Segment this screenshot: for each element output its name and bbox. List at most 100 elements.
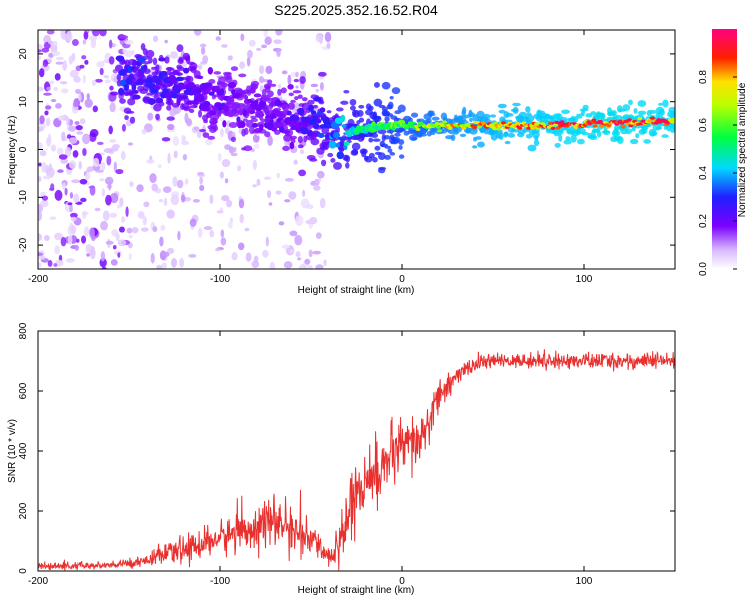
spectrogram-cell bbox=[250, 80, 260, 87]
spectrogram-cell bbox=[280, 87, 287, 94]
spectrogram-cell bbox=[324, 31, 332, 43]
spectrogram-cell bbox=[182, 67, 190, 74]
spectrogram-cell bbox=[315, 88, 320, 93]
spectrogram-cell bbox=[297, 144, 304, 149]
spectrogram-cell bbox=[263, 176, 272, 180]
spectrogram-cell bbox=[162, 251, 170, 257]
snr-x-tick-label: -200 bbox=[28, 576, 48, 587]
spectrogram-cell bbox=[554, 142, 561, 148]
spectrogram-cell bbox=[631, 128, 636, 132]
spectrogram-cell bbox=[307, 129, 313, 137]
spectrogram-cell bbox=[136, 184, 144, 193]
spectrogram-cell bbox=[228, 146, 235, 154]
spectrogram-cell bbox=[244, 227, 250, 232]
spectrogram-cell bbox=[140, 227, 149, 232]
spectrogram-cell bbox=[574, 115, 583, 119]
spectrogram-cell bbox=[123, 83, 130, 92]
spectrogram-cell bbox=[403, 130, 410, 136]
spectrogram-cell bbox=[155, 113, 160, 120]
spectrogram-cell bbox=[384, 116, 390, 122]
spectrogram-cell bbox=[226, 199, 233, 208]
spectrogram-cell bbox=[505, 112, 514, 117]
spectrogram-cell bbox=[227, 55, 233, 61]
spectrogram-cell bbox=[102, 210, 110, 221]
spectrogram-cell bbox=[239, 213, 244, 224]
spectrogram-cell bbox=[116, 73, 122, 81]
spectrogram-cell bbox=[347, 136, 352, 141]
spectrogram-cell bbox=[511, 129, 520, 133]
spectrogram-cell bbox=[176, 179, 184, 189]
spectrogram-cell bbox=[79, 118, 86, 125]
spectrogram-cell bbox=[117, 239, 127, 247]
spectrogram-cell bbox=[158, 57, 166, 62]
spectrogram-cell bbox=[66, 30, 73, 42]
spectrogram-cell bbox=[119, 98, 126, 104]
spectrogram-cell bbox=[38, 49, 42, 53]
spectrogram-y-tick-label: 10 bbox=[18, 96, 29, 108]
spectrogram-y-axis-label: Frequency (Hz) bbox=[7, 116, 18, 185]
spectrogram-cell bbox=[118, 226, 125, 233]
snr-x-tick-label: 0 bbox=[399, 576, 405, 587]
spectrogram-cell bbox=[389, 152, 396, 156]
spectrogram-cell bbox=[391, 87, 401, 95]
spectrogram-cell bbox=[338, 136, 346, 141]
spectrogram-cell bbox=[109, 192, 119, 204]
spectrogram-cell bbox=[38, 252, 44, 257]
figure-title: S225.2025.352.16.52.R04 bbox=[274, 2, 438, 18]
spectrogram-cell bbox=[328, 141, 337, 149]
spectrogram-cell bbox=[82, 147, 87, 157]
spectrogram-cell bbox=[319, 197, 326, 209]
spectrogram-cell bbox=[121, 123, 126, 132]
spectrogram-cell bbox=[179, 257, 185, 268]
spectrogram-cell bbox=[116, 204, 121, 209]
spectrogram-cell bbox=[108, 56, 115, 65]
spectrogram-cell bbox=[238, 73, 247, 78]
spectrogram-cell bbox=[176, 72, 184, 76]
spectrogram-cell bbox=[131, 227, 139, 234]
spectrogram-cell bbox=[72, 150, 79, 158]
spectrogram-cell bbox=[181, 140, 190, 146]
spectrogram-cell bbox=[96, 141, 104, 145]
spectrogram-cell bbox=[126, 39, 134, 45]
spectrogram-cell bbox=[332, 131, 340, 139]
spectrogram-cell bbox=[143, 64, 148, 70]
spectrogram-cell bbox=[124, 50, 133, 58]
spectrogram-cell bbox=[305, 219, 313, 225]
spectrogram-cell bbox=[68, 137, 78, 144]
spectrogram-cell bbox=[152, 57, 158, 66]
spectrogram-cell bbox=[92, 30, 100, 37]
spectrogram-cell bbox=[91, 234, 96, 242]
spectrogram-cell bbox=[247, 49, 253, 59]
spectrogram-cell bbox=[38, 68, 45, 78]
snr-y-tick-label: 600 bbox=[18, 382, 29, 399]
spectrogram-cell bbox=[265, 65, 273, 75]
spectrogram-cell bbox=[550, 126, 556, 131]
spectrogram-cell bbox=[88, 35, 98, 42]
spectrogram-cell bbox=[398, 144, 403, 150]
spectrogram-cell bbox=[224, 178, 229, 184]
spectrogram-cell bbox=[171, 257, 178, 268]
spectrogram-cell bbox=[127, 98, 136, 106]
snr-y-axis-label: SNR (10 * v/v) bbox=[7, 419, 18, 483]
spectrogram-cell bbox=[231, 102, 238, 109]
spectrogram-cell bbox=[101, 188, 106, 197]
spectrogram-cell bbox=[184, 55, 191, 62]
spectrogram-cell bbox=[105, 194, 112, 206]
spectrogram-cell bbox=[330, 158, 336, 163]
spectrogram-cell bbox=[220, 82, 229, 88]
spectrogram-cell bbox=[600, 113, 605, 121]
spectrogram-cell bbox=[219, 171, 224, 179]
spectrogram-cell bbox=[378, 166, 387, 171]
spectrogram-cell bbox=[261, 96, 269, 102]
spectrogram-cell bbox=[65, 258, 75, 263]
spectrogram-cell bbox=[289, 248, 294, 253]
colorbar-tick-label: 0.6 bbox=[698, 118, 709, 132]
spectrogram-cell bbox=[155, 78, 161, 85]
spectrogram-cell bbox=[598, 124, 604, 128]
spectrogram-cell bbox=[205, 138, 213, 146]
snr-x-axis-label: Height of straight line (km) bbox=[298, 585, 415, 596]
spectrogram-cell bbox=[66, 134, 72, 139]
spectrogram-cell bbox=[147, 97, 156, 105]
spectrogram-cell bbox=[62, 182, 66, 191]
spectrogram-cell bbox=[207, 135, 216, 140]
